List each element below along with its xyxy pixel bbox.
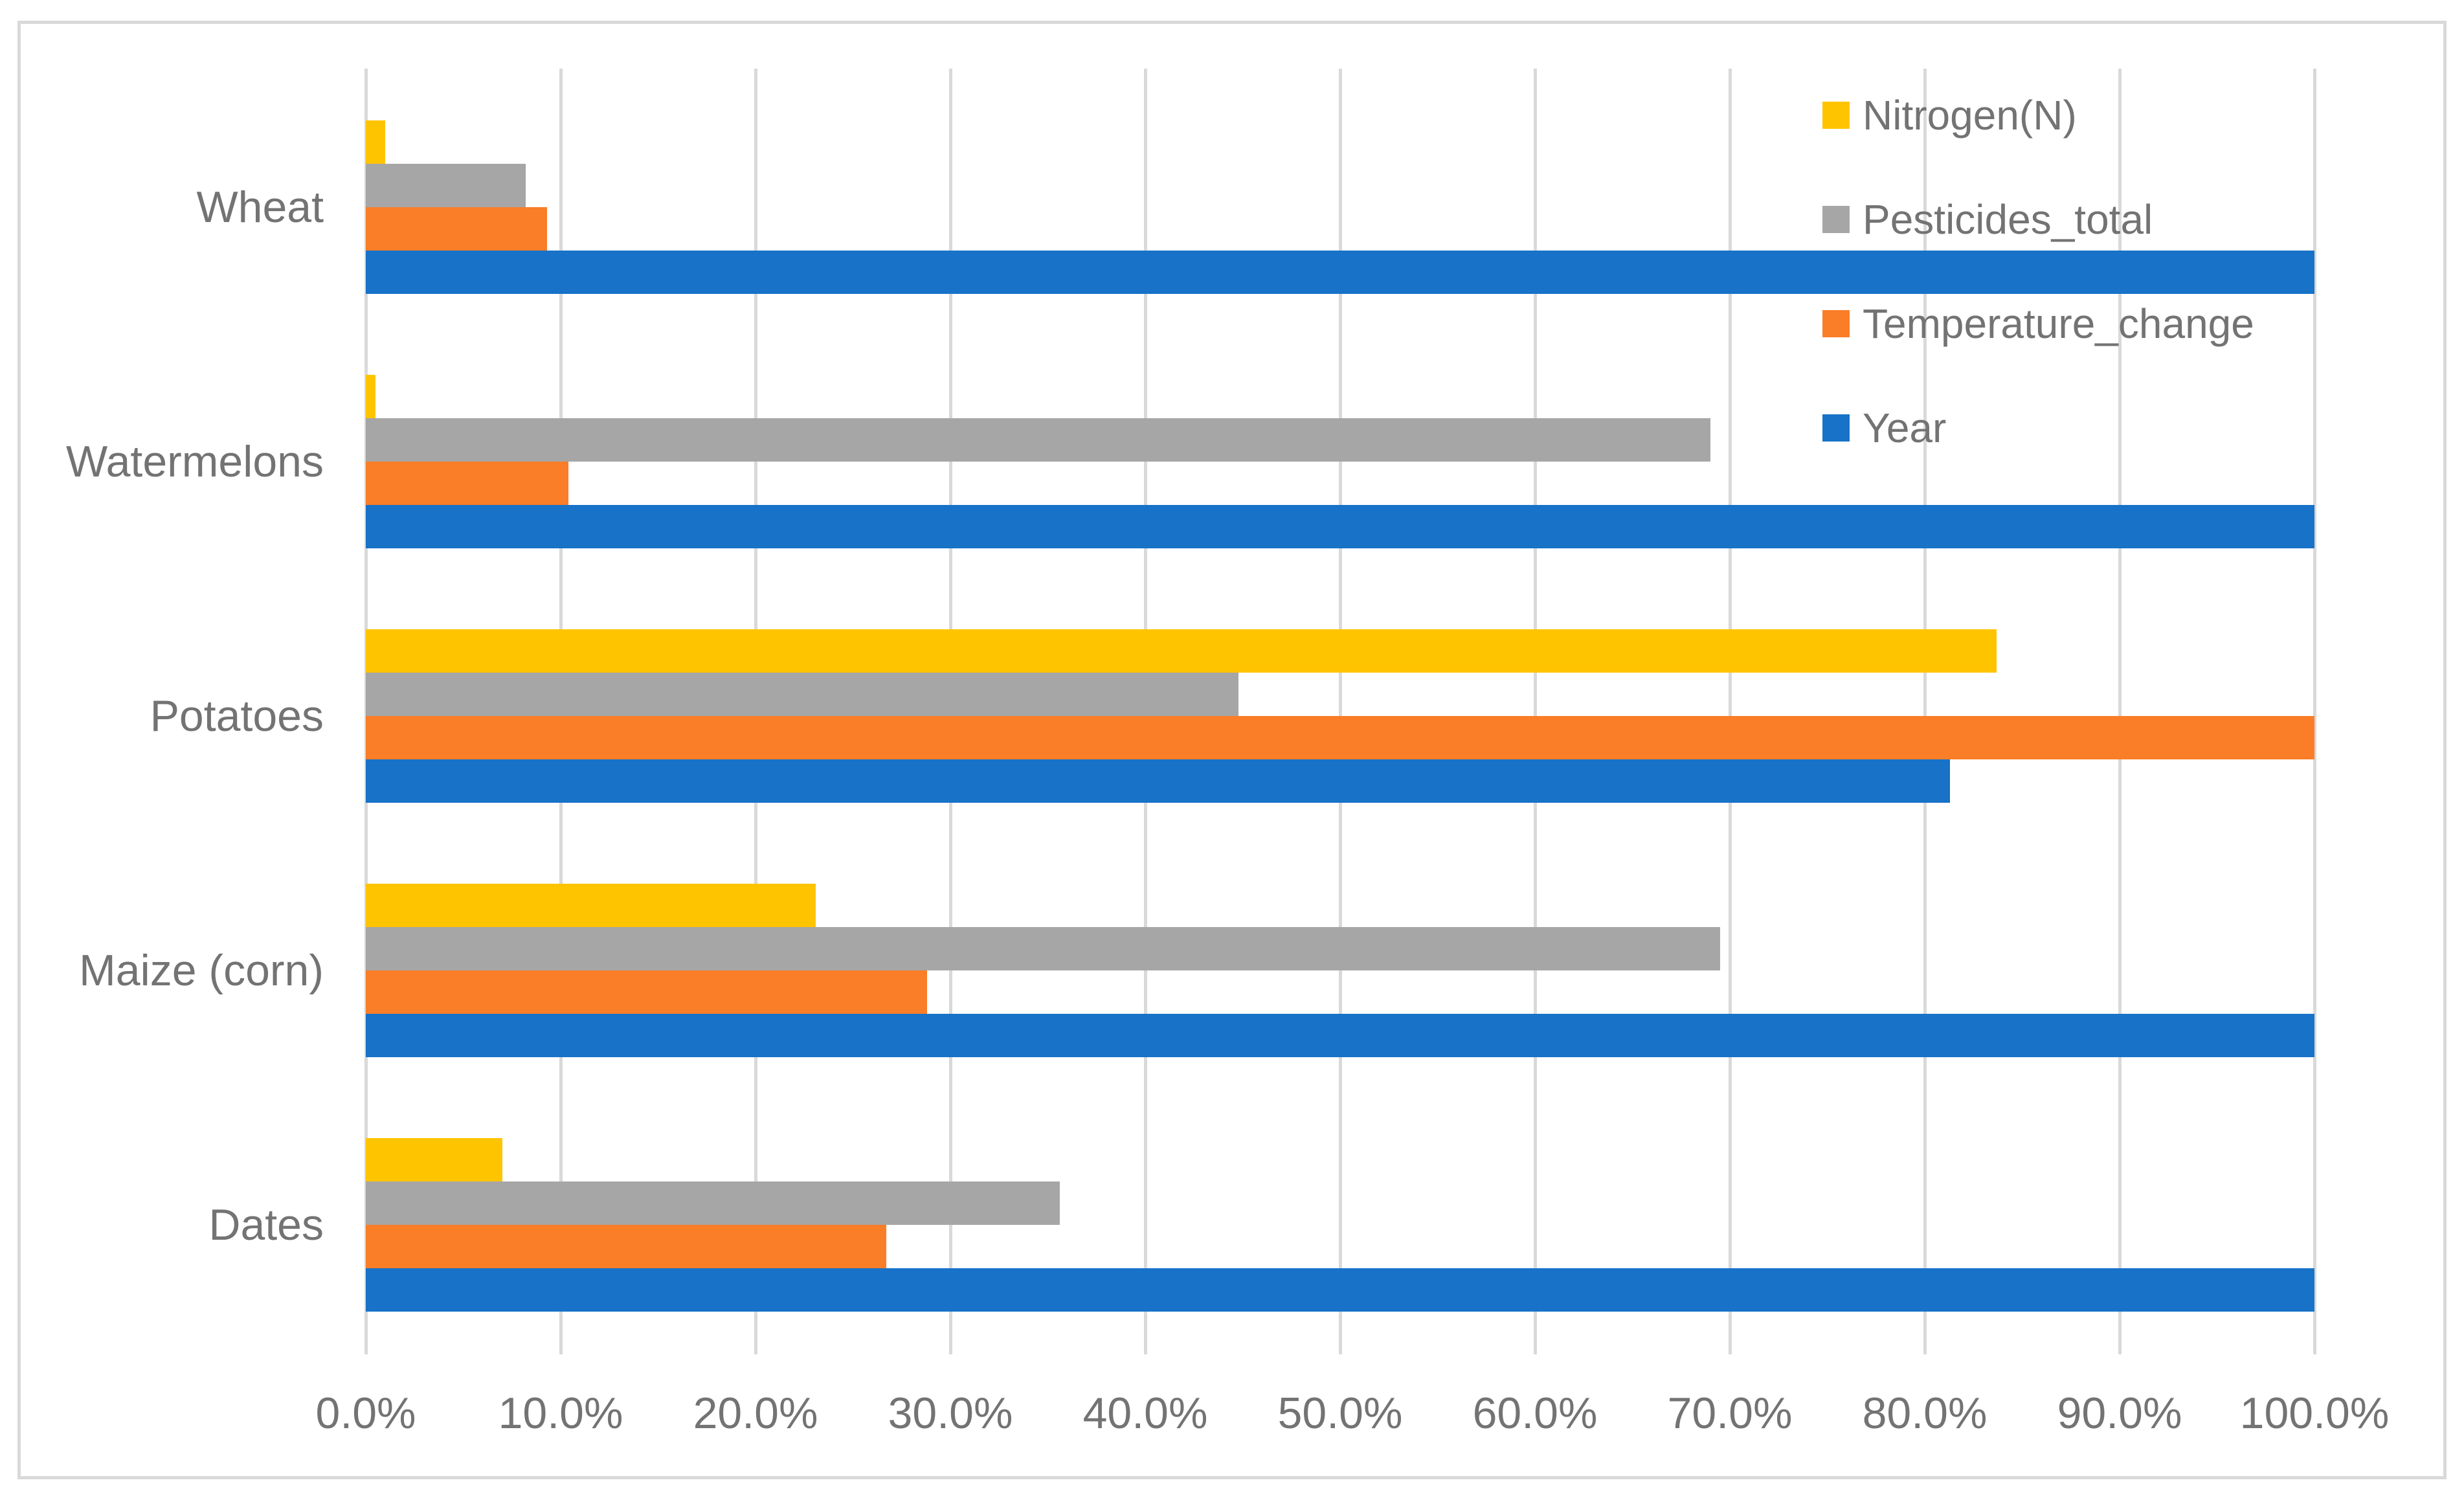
bar-pesticides-total-potatoes (366, 673, 1238, 716)
gridline-80-0 (1923, 69, 1927, 1354)
bar-nitrogen-n-maize-corn (366, 884, 816, 927)
category-label-potatoes: Potatoes (150, 691, 324, 741)
x-tick-label-60-0: 60.0% (1472, 1389, 1598, 1438)
legend-swatch-pesticides-total (1822, 206, 1850, 233)
gridline-50-0 (1338, 69, 1342, 1354)
chart-border (17, 21, 2447, 1479)
bar-pesticides-total-maize-corn (366, 927, 1720, 970)
bar-nitrogen-n-dates (366, 1138, 502, 1181)
bar-temperature-change-potatoes (366, 716, 2314, 759)
legend-swatch-nitrogen-n (1822, 102, 1850, 129)
x-tick-label-10-0: 10.0% (498, 1389, 623, 1438)
plot-area (364, 69, 2316, 1354)
bar-nitrogen-n-potatoes (366, 629, 1997, 673)
x-tick-label-50-0: 50.0% (1277, 1389, 1403, 1438)
legend-label-year: Year (1863, 405, 1947, 451)
legend-label-pesticides-total: Pesticides_total (1863, 196, 2153, 243)
category-label-watermelons: Watermelons (65, 437, 324, 486)
legend-item-temperature-change: Temperature_change (1822, 298, 2254, 350)
bar-pesticides-total-watermelons (366, 418, 1710, 462)
bar-nitrogen-n-watermelons (366, 375, 375, 418)
x-tick-label-30-0: 30.0% (888, 1389, 1013, 1438)
x-tick-label-40-0: 40.0% (1082, 1389, 1208, 1438)
bar-temperature-change-dates (366, 1225, 886, 1268)
category-label-dates: Dates (208, 1200, 324, 1249)
bar-temperature-change-maize-corn (366, 970, 927, 1014)
bar-year-watermelons (366, 505, 2314, 548)
bar-year-potatoes (366, 759, 1950, 803)
x-tick-label-20-0: 20.0% (693, 1389, 818, 1438)
legend-swatch-temperature-change (1822, 310, 1850, 337)
gridline-90-0 (2118, 69, 2122, 1354)
x-tick-label-90-0: 90.0% (2057, 1389, 2182, 1438)
bar-temperature-change-wheat (366, 207, 547, 251)
bar-year-dates (366, 1268, 2314, 1312)
x-tick-label-100-0: 100.0% (2239, 1389, 2390, 1438)
legend-label-nitrogen-n: Nitrogen(N) (1863, 92, 2077, 139)
x-tick-label-70-0: 70.0% (1667, 1389, 1793, 1438)
legend-swatch-year (1822, 414, 1850, 442)
gridline-70-0 (1728, 69, 1732, 1354)
legend-item-pesticides-total: Pesticides_total (1822, 194, 2153, 245)
x-tick-label-0-0: 0.0% (315, 1389, 416, 1438)
x-tick-label-80-0: 80.0% (1862, 1389, 1988, 1438)
legend-label-temperature-change: Temperature_change (1863, 300, 2254, 347)
gridline-100-0 (2313, 69, 2316, 1354)
bar-nitrogen-n-wheat (366, 120, 385, 164)
bar-temperature-change-watermelons (366, 462, 568, 505)
gridline-60-0 (1533, 69, 1537, 1354)
legend-item-year: Year (1822, 402, 1946, 454)
bar-year-wheat (366, 251, 2314, 294)
legend-item-nitrogen-n: Nitrogen(N) (1822, 89, 2077, 141)
bar-pesticides-total-wheat (366, 164, 526, 207)
bar-pesticides-total-dates (366, 1181, 1060, 1225)
category-label-wheat: Wheat (196, 183, 324, 232)
bar-year-maize-corn (366, 1014, 2314, 1057)
category-label-maize-corn: Maize (corn) (79, 946, 324, 995)
